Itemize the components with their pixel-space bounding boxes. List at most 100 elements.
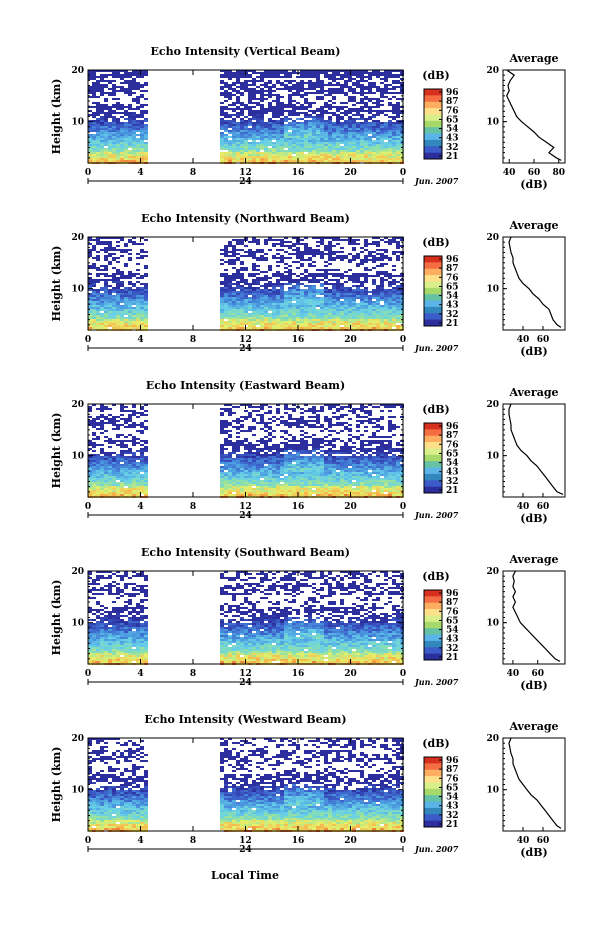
heatmap-cell xyxy=(272,146,276,148)
heatmap-cell xyxy=(300,251,304,253)
heatmap-cell xyxy=(124,452,128,454)
heatmap-cell xyxy=(328,70,332,72)
heatmap-cell xyxy=(268,118,272,120)
heatmap-cell xyxy=(352,108,356,110)
heatmap-cell xyxy=(116,257,120,259)
heatmap-cell xyxy=(240,104,244,106)
heatmap-cell xyxy=(240,86,244,88)
heatmap-cell xyxy=(296,309,300,311)
heatmap-cell xyxy=(120,134,124,136)
heatmap-cell xyxy=(364,305,368,307)
heatmap-cell xyxy=(268,124,272,126)
heatmap-cell xyxy=(276,120,280,122)
heatmap-cell xyxy=(132,492,136,494)
heatmap-cell xyxy=(388,275,392,277)
heatmap-cell xyxy=(92,480,96,482)
heatmap-cell xyxy=(312,301,316,303)
heatmap-cell xyxy=(128,327,132,329)
heatmap-cell xyxy=(132,112,136,114)
heatmap-cell xyxy=(288,241,292,243)
heatmap-cell xyxy=(220,152,224,154)
heatmap-cell xyxy=(388,156,392,158)
heatmap-cell xyxy=(232,136,236,138)
heatmap-cell xyxy=(132,319,136,321)
heatmap-cell xyxy=(296,126,300,128)
heatmap-cell xyxy=(108,490,112,492)
heatmap-cell xyxy=(124,122,128,124)
colorbar-tick-label: 54 xyxy=(446,125,459,135)
heatmap-cell xyxy=(136,301,140,303)
heatmap-cell xyxy=(96,460,100,462)
heatmap-cell xyxy=(96,158,100,160)
heatmap-cell xyxy=(112,106,116,108)
heatmap-cell xyxy=(340,88,344,90)
heatmap-cell xyxy=(248,120,252,122)
heatmap-cell xyxy=(240,309,244,311)
heatmap-cell xyxy=(120,460,124,462)
heatmap-cell xyxy=(376,90,380,92)
heatmap-cell xyxy=(396,257,400,259)
heatmap-cell xyxy=(372,150,376,152)
heatmap-cell xyxy=(344,112,348,114)
heatmap-cell xyxy=(388,289,392,291)
heatmap-cell xyxy=(356,325,360,327)
heatmap-cell xyxy=(132,160,136,162)
heatmap-cell xyxy=(368,160,372,162)
heatmap-cell xyxy=(236,249,240,251)
heatmap-cell xyxy=(136,317,140,319)
heatmap-cell xyxy=(268,160,272,162)
heatmap-cell xyxy=(108,285,112,287)
heatmap-cell xyxy=(252,90,256,92)
heatmap-cell xyxy=(368,148,372,150)
heatmap-cell xyxy=(112,140,116,142)
heatmap-cell xyxy=(224,253,228,255)
heatmap-cell xyxy=(308,80,312,82)
heatmap-cell xyxy=(316,84,320,86)
heatmap-cell xyxy=(376,110,380,112)
heatmap-cell xyxy=(400,88,404,90)
heatmap-cell xyxy=(340,122,344,124)
heatmap-cell xyxy=(232,130,236,132)
heatmap-cell xyxy=(320,307,324,309)
heatmap-cell xyxy=(124,154,128,156)
heatmap-cell xyxy=(116,305,120,307)
heatmap-cell xyxy=(280,299,284,301)
heatmap-cell xyxy=(124,293,128,295)
heatmap-cell xyxy=(244,287,248,289)
heatmap-cell xyxy=(252,70,256,72)
heatmap-cell xyxy=(248,287,252,289)
heatmap-cell xyxy=(352,160,356,162)
heatmap-cell xyxy=(108,486,112,488)
heatmap-cell xyxy=(268,293,272,295)
heatmap-cell xyxy=(224,245,228,247)
heatmap-cell xyxy=(292,142,296,144)
heatmap-cell xyxy=(136,486,140,488)
heatmap-cell xyxy=(112,458,116,460)
heatmap-cell xyxy=(320,150,324,152)
heatmap-cell xyxy=(292,297,296,299)
heatmap-cell xyxy=(128,301,132,303)
heatmap-cell xyxy=(88,323,92,325)
heatmap-cell xyxy=(144,303,148,305)
heatmap-cell xyxy=(236,142,240,144)
heatmap-cell xyxy=(248,70,252,72)
heatmap-cell xyxy=(316,305,320,307)
heatmap-cell xyxy=(108,452,112,454)
heatmap-cell xyxy=(368,305,372,307)
heatmap-cell xyxy=(320,285,324,287)
heatmap-cell xyxy=(248,124,252,126)
heatmap-cell xyxy=(388,72,392,74)
heatmap-cell xyxy=(384,86,388,88)
heatmap-cell xyxy=(336,116,340,118)
heatmap-cell xyxy=(308,104,312,106)
heatmap-cell xyxy=(296,279,300,281)
heatmap-cell xyxy=(272,100,276,102)
heatmap-cell xyxy=(100,323,104,325)
heatmap-cell xyxy=(392,146,396,148)
heatmap-cell xyxy=(364,239,368,241)
heatmap-cell xyxy=(116,158,120,160)
heatmap-cell xyxy=(244,136,248,138)
heatmap-cell xyxy=(220,273,224,275)
heatmap-cell xyxy=(316,237,320,239)
heatmap-cell xyxy=(260,112,264,114)
